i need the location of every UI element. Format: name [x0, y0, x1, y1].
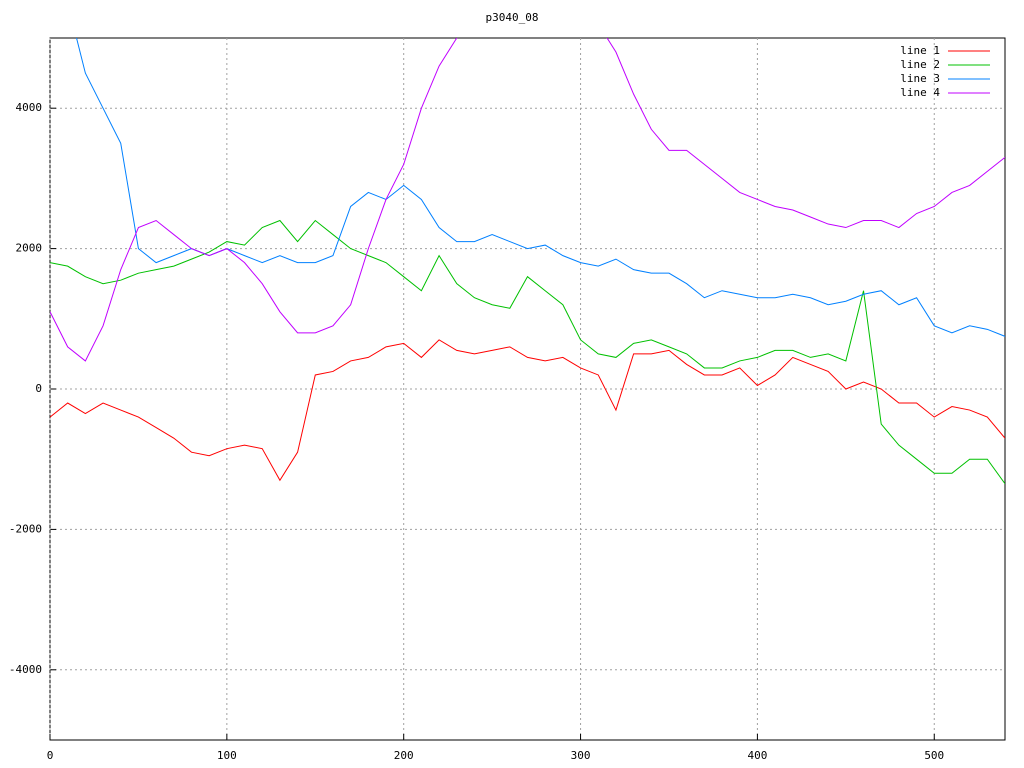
- legend-label: line 4: [900, 86, 940, 99]
- y-tick-label: 0: [35, 382, 42, 395]
- plot-lines: [50, 38, 1005, 485]
- series-line: [50, 339, 1005, 482]
- x-tick-label: 400: [747, 749, 767, 762]
- y-tick-label: -2000: [9, 522, 42, 535]
- x-tick-label: 100: [217, 749, 237, 762]
- legend-label: line 1: [900, 44, 940, 57]
- x-tick-label: 0: [47, 749, 54, 762]
- series-line: [76, 38, 1005, 337]
- legend-label: line 2: [900, 58, 940, 71]
- x-tick-label: 500: [924, 749, 944, 762]
- legend-label: line 3: [900, 72, 940, 85]
- x-tick-label: 200: [394, 749, 414, 762]
- x-tick-label: 300: [571, 749, 591, 762]
- y-tick-label: -4000: [9, 663, 42, 676]
- y-tick-label: 4000: [16, 101, 43, 114]
- series-line: [50, 219, 1005, 485]
- y-tick-label: 2000: [16, 242, 43, 255]
- chart-title: p3040_08: [486, 11, 539, 24]
- series-line: [50, 38, 1005, 362]
